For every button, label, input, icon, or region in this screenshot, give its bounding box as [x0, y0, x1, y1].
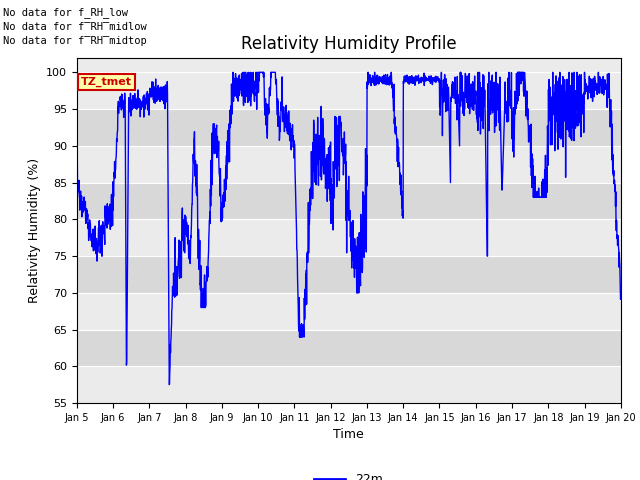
Bar	[77, 146, 621, 182]
Title: Relativity Humidity Profile: Relativity Humidity Profile	[241, 35, 456, 53]
Text: No data for f_RH_low: No data for f_RH_low	[3, 7, 128, 18]
Text: No data for f̅RH̅midtop: No data for f̅RH̅midtop	[3, 36, 147, 46]
Bar	[77, 330, 621, 366]
Bar	[77, 182, 621, 219]
Y-axis label: Relativity Humidity (%): Relativity Humidity (%)	[28, 158, 40, 303]
Bar	[77, 72, 621, 109]
Legend: 22m: 22m	[309, 468, 388, 480]
X-axis label: Time: Time	[333, 429, 364, 442]
Bar	[77, 366, 621, 403]
Text: No data for f̅RH̅midlow: No data for f̅RH̅midlow	[3, 22, 147, 32]
Text: TZ_tmet: TZ_tmet	[81, 76, 132, 87]
Bar	[77, 109, 621, 146]
Bar	[77, 219, 621, 256]
Bar	[77, 256, 621, 293]
Bar	[77, 293, 621, 330]
